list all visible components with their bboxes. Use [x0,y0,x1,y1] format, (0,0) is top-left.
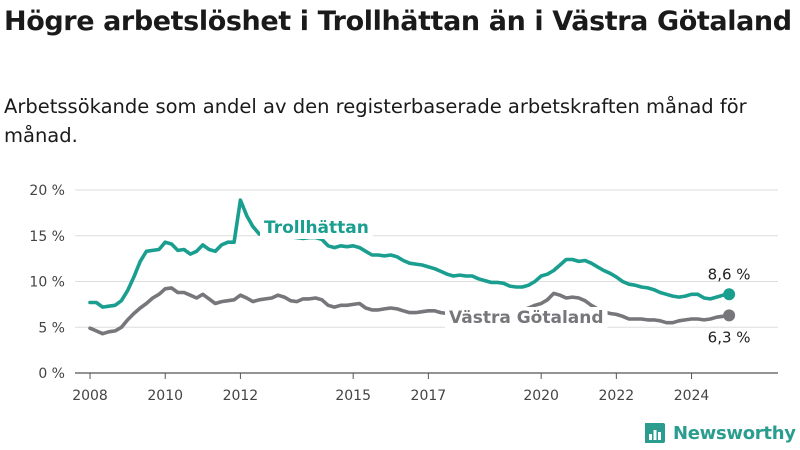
x-tick-label: 2010 [147,388,183,404]
series-label-trollhattan: Trollhättan [264,218,369,238]
series-lines [88,198,736,336]
x-tick-label: 2022 [599,388,635,404]
y-tick-label: 20 % [29,183,65,199]
x-tick-label: 2015 [335,388,371,404]
end-marker-vastra-gotaland [723,309,736,322]
y-axis-ticks: 0 % 5 % 10 % 15 % 20 % [29,183,65,382]
y-tick-label: 10 % [29,275,65,291]
series-label-background [445,307,608,329]
newsworthy-logo-icon [645,423,665,443]
brand-name: Newsworthy [673,422,796,444]
y-tick-label: 5 % [38,320,65,336]
x-tick-label: 2020 [523,388,559,404]
end-marker-trollhattan [723,288,736,301]
newsworthy-brand: Newsworthy [643,420,796,446]
chart-subtitle: Arbetssökande som andel av den registerb… [4,95,747,147]
end-value-label-vastra-gotaland: 6,3 % [708,328,751,346]
x-axis-ticks: 2008 2010 2012 2015 2017 2020 2022 2024 [72,373,709,404]
y-tick-label: 15 % [29,229,65,245]
x-tick-label: 2024 [674,388,710,404]
x-tick-label: 2008 [72,388,108,404]
y-tick-label: 0 % [38,366,65,382]
end-value-label-trollhattan: 8,6 % [708,265,751,283]
series-line-vastra-gotaland [88,286,731,336]
chart-title: Högre arbetslöshet i Trollhättan än i Vä… [4,6,792,37]
series-labels: 8,6 % 6,3 % Trollhättan Västra Götaland [260,217,751,346]
x-tick-label: 2012 [223,388,259,404]
x-tick-label: 2017 [411,388,447,404]
series-label-vastra-gotaland: Västra Götaland [449,308,604,328]
series-label-background [260,217,373,239]
series-line-trollhattan [88,198,731,309]
grid-lines [75,189,778,374]
